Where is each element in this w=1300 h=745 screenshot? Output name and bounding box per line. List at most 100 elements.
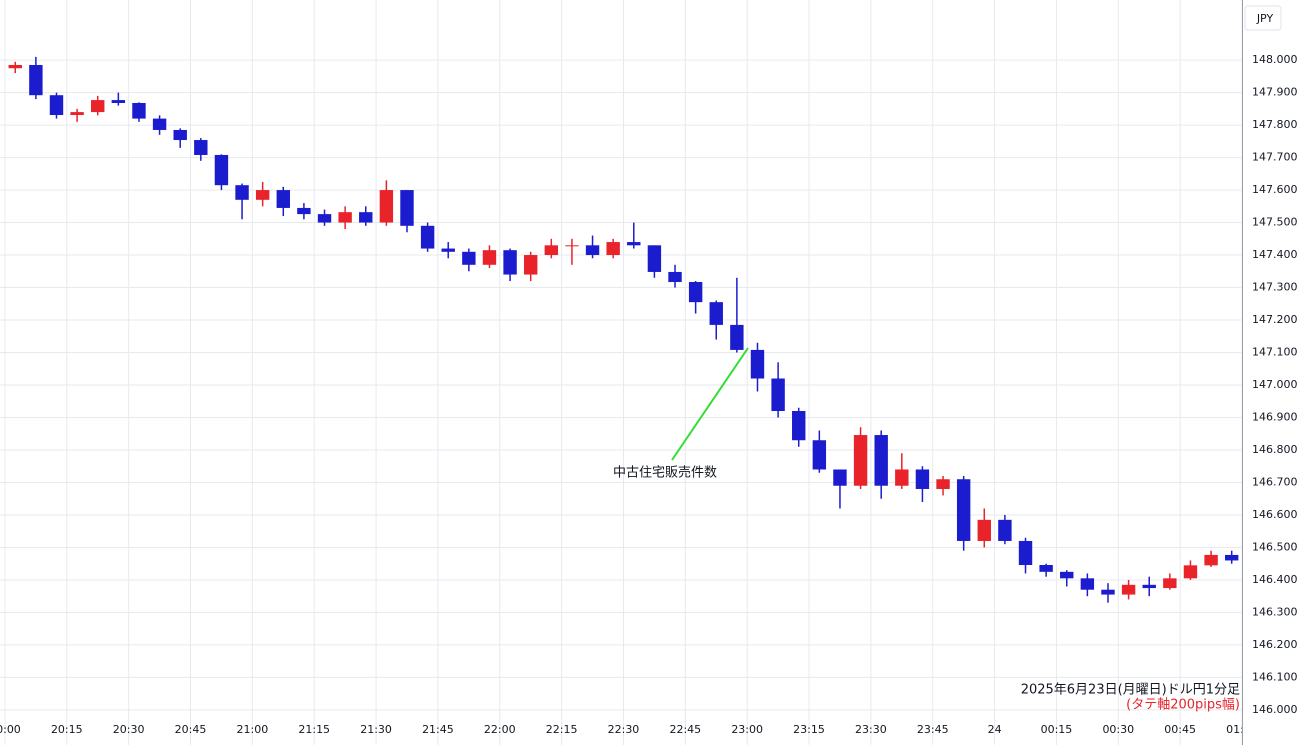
candle-body [565, 245, 579, 247]
candle-body [359, 212, 373, 223]
x-tick-label: 00:45 [1164, 723, 1196, 736]
candle-body [792, 411, 806, 441]
candle-body [1142, 584, 1156, 589]
y-tick-label: 147.400 [1252, 248, 1298, 261]
candle-body [956, 479, 971, 541]
candle-body [977, 519, 991, 541]
x-tick-label: 21:45 [422, 723, 454, 736]
candle-body [338, 212, 352, 223]
candle-body [544, 245, 559, 256]
x-tick-label: 23:30 [855, 723, 887, 736]
candle-body [688, 282, 703, 303]
y-tick-label: 147.100 [1252, 346, 1298, 359]
candle-body [111, 100, 126, 103]
candle-body [132, 102, 146, 119]
y-axis: 146.000 146.100 146.200 146.300 146.400 146.5… [1252, 53, 1298, 716]
x-tick-label: 21:30 [360, 723, 392, 736]
x-tick-label: 22:00 [484, 723, 516, 736]
candle-body [297, 207, 311, 215]
y-tick-label: 147.600 [1252, 183, 1298, 196]
x-tick-label: 22:15 [546, 723, 578, 736]
x-tick-label: 20:45 [175, 723, 207, 736]
y-tick-label: 146.500 [1252, 540, 1298, 553]
candle-body [1039, 565, 1053, 572]
candles [8, 56, 1239, 603]
candle-body [1183, 565, 1198, 579]
candle-body [627, 242, 641, 246]
y-tick-label: 147.200 [1252, 313, 1298, 326]
candle-body [915, 469, 930, 489]
candle-body [1080, 578, 1095, 590]
candle-body [8, 64, 22, 69]
candle-body [235, 185, 249, 200]
candle-body [1204, 554, 1218, 566]
y-tick-label: 146.200 [1252, 638, 1298, 651]
y-tick-label: 148.000 [1252, 53, 1298, 66]
y-tick-label: 147.800 [1252, 118, 1298, 131]
candle-body [255, 190, 270, 200]
candle-body [853, 435, 868, 486]
candle-body [647, 245, 662, 272]
candle-body [173, 129, 187, 141]
candle-body [70, 112, 84, 116]
candle-body [750, 349, 765, 379]
candle-body [812, 440, 827, 470]
y-tick-label: 146.400 [1252, 573, 1298, 586]
candle-body [379, 190, 394, 223]
candle-body [998, 519, 1012, 541]
candle-body [152, 118, 167, 130]
annotation: 中古住宅販売件数 [613, 465, 717, 481]
x-tick-label: 00:15 [1041, 723, 1073, 736]
candle-body [833, 469, 847, 486]
candle-body [709, 302, 723, 325]
candle-body [482, 250, 497, 265]
candle-body [895, 469, 909, 486]
grid [0, 0, 1243, 745]
y-tick-label: 146.300 [1252, 605, 1298, 618]
candle-body [874, 435, 888, 486]
candle-body [523, 255, 538, 275]
y-tick-label: 147.300 [1252, 281, 1298, 294]
candle-body [668, 271, 682, 283]
candle-body [585, 245, 600, 256]
candle-body [317, 214, 332, 223]
subnote: (タテ軸200pips幅) [1126, 698, 1240, 713]
y-tick-label: 146.600 [1252, 508, 1298, 521]
x-tick-label: 20:00 [0, 723, 21, 736]
candle-body [420, 225, 435, 249]
candle-body [194, 140, 208, 155]
x-tick-label: 23:45 [917, 723, 949, 736]
y-tick-label: 147.900 [1252, 86, 1298, 99]
candle-body [29, 64, 43, 96]
x-tick-label: 21:15 [298, 723, 330, 736]
candle-body [936, 479, 950, 489]
x-tick-label: 20:15 [51, 723, 83, 736]
y-tick-label: 146.000 [1252, 703, 1298, 716]
y-axis-label: JPY [1256, 12, 1274, 25]
y-tick-label: 146.900 [1252, 410, 1298, 423]
x-tick-label: 00:30 [1102, 723, 1134, 736]
x-tick-label: 20:30 [113, 723, 145, 736]
price-axis-panel [1242, 0, 1300, 745]
y-tick-label: 146.100 [1252, 670, 1298, 683]
x-tick-label: 23:00 [731, 723, 763, 736]
candle-body [214, 154, 229, 186]
candle-body [1121, 584, 1136, 595]
candle-body [1224, 554, 1239, 561]
x-tick-label: 24 [988, 723, 1002, 736]
candle-body [91, 100, 105, 113]
x-tick-label: 21:00 [237, 723, 269, 736]
y-tick-label: 147.500 [1252, 216, 1298, 229]
candle-body [1060, 571, 1074, 579]
candle-body [49, 95, 64, 116]
candle-body [503, 250, 517, 275]
y-tick-label: 146.800 [1252, 443, 1298, 456]
candle-body [462, 251, 476, 265]
x-tick-label: 22:30 [608, 723, 640, 736]
candle-body [1101, 589, 1115, 595]
x-tick-label: 23:15 [793, 723, 825, 736]
candle-body [771, 378, 785, 412]
y-tick-label: 147.700 [1252, 151, 1298, 164]
